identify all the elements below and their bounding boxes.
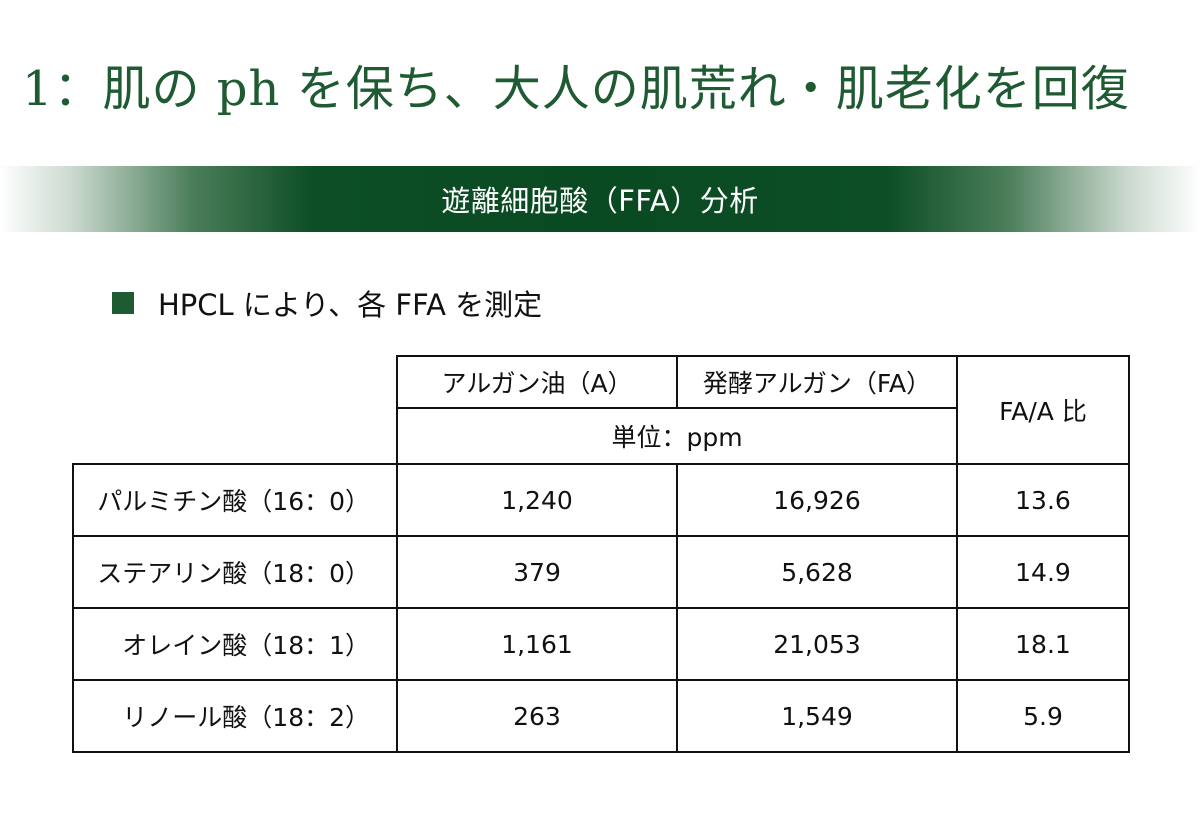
table-corner-cell (73, 356, 398, 465)
bullet-text: HPCL により、各 FFA を測定 (158, 288, 543, 322)
bullet-square-icon (112, 292, 134, 314)
column-header-argan-oil: アルガン油（A） (396, 355, 678, 409)
cell-fermented-argan: 21,053 (676, 607, 958, 681)
cell-ratio: 5.9 (956, 679, 1130, 753)
row-label: ステアリン酸（18：0） (72, 535, 398, 609)
cell-fermented-argan: 1,549 (676, 679, 958, 753)
cell-argan-oil: 1,240 (396, 463, 678, 537)
table-unit-row: 単位：ppm (73, 407, 1129, 465)
table-row: ステアリン酸（18：0） 379 5,628 14.9 (72, 535, 1130, 609)
cell-argan-oil: 379 (396, 535, 678, 609)
cell-argan-oil: 263 (396, 679, 678, 753)
column-header-fermented-argan: 発酵アルガン（FA） (676, 355, 958, 409)
unit-label: 単位：ppm (396, 407, 958, 465)
cell-fermented-argan: 5,628 (676, 535, 958, 609)
table-row: オレイン酸（18：1） 1,161 21,053 18.1 (72, 607, 1130, 681)
row-label: リノール酸（18：2） (72, 679, 398, 753)
bullet-line: HPCL により、各 FFA を測定 (112, 280, 542, 326)
table-header-row: アルガン油（A） 発酵アルガン（FA） FA/A 比 (73, 355, 1130, 465)
column-header-ratio: FA/A 比 (956, 355, 1130, 465)
page-title: 1：肌の ph を保ち、大人の肌荒れ・肌老化を回復 (22, 61, 1130, 117)
row-label: パルミチン酸（16：0） (72, 463, 398, 537)
cell-ratio: 18.1 (956, 607, 1130, 681)
cell-fermented-argan: 16,926 (676, 463, 958, 537)
table-row: リノール酸（18：2） 263 1,549 5.9 (72, 679, 1130, 753)
cell-ratio: 14.9 (956, 535, 1130, 609)
section-band: 遊離細胞酸（FFA）分析 (0, 166, 1200, 232)
cell-ratio: 13.6 (956, 463, 1130, 537)
ffa-table: アルガン油（A） 発酵アルガン（FA） FA/A 比 単位：ppm パルミチン酸… (72, 355, 1130, 753)
cell-argan-oil: 1,161 (396, 607, 678, 681)
table-row: パルミチン酸（16：0） 1,240 16,926 13.6 (72, 463, 1130, 537)
row-label: オレイン酸（18：1） (72, 607, 398, 681)
section-band-label: 遊離細胞酸（FFA）分析 (441, 184, 759, 218)
